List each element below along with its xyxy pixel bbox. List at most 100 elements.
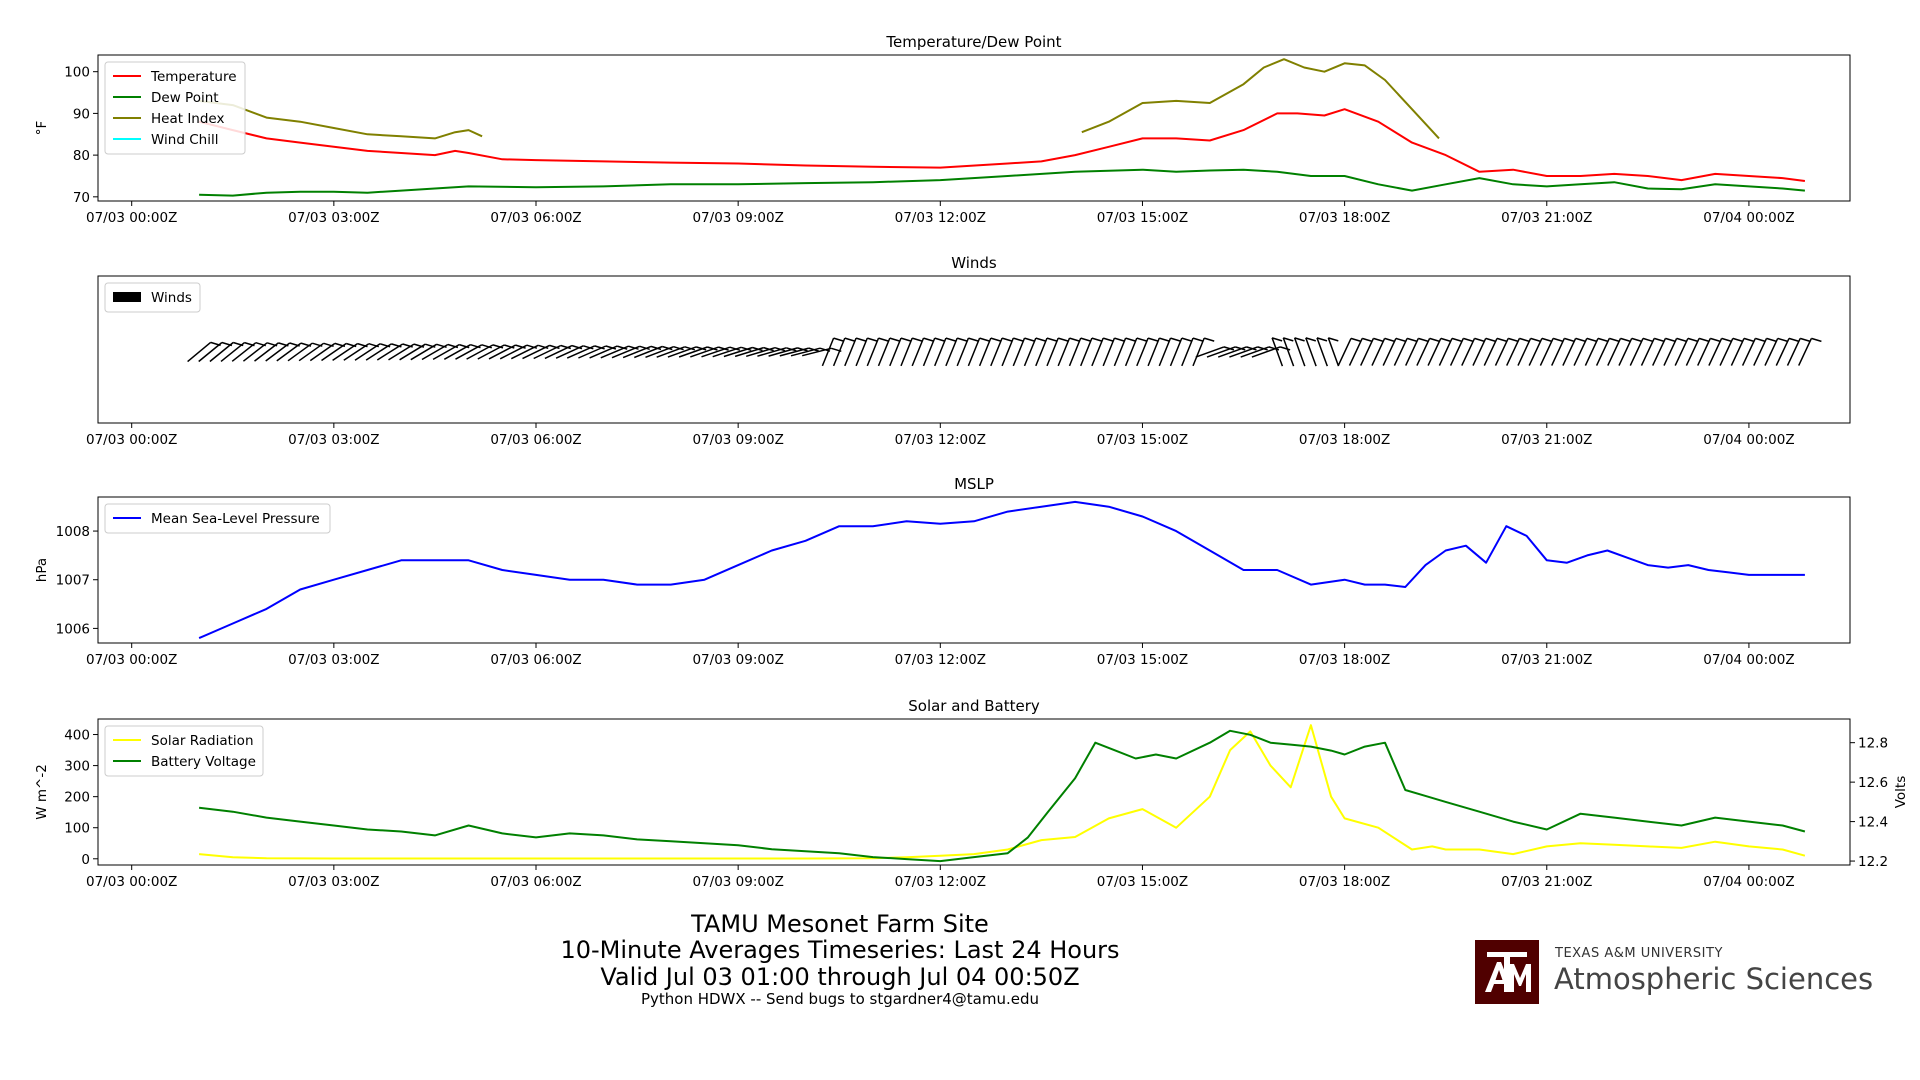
barb-feather [1181,337,1193,342]
y-right-tick-label: 12.2 [1858,854,1888,870]
barb-feather [1687,337,1699,343]
wind-barb [1528,337,1553,366]
barb-staff [768,347,798,357]
wind-barb [477,344,515,360]
y-tick-label: 0 [81,852,90,868]
barb-feather [1451,337,1463,343]
barb-staff [309,342,336,362]
barb-staff [1337,338,1352,366]
wind-barb [1517,337,1541,366]
barb-staff [1708,338,1723,366]
plot-frame [97,54,1851,202]
y-tick-label: 1007 [56,573,90,589]
barb-feather [1069,337,1080,342]
barb-feather [695,346,707,351]
barb-feather [911,337,923,342]
barb-feather [1373,337,1384,343]
barb-feather [1350,337,1362,343]
wind-barb [332,342,368,362]
barb-feather [1609,337,1620,343]
barb-staff [1483,338,1498,366]
wind-barb [978,337,1002,367]
wind-barb [365,343,402,361]
barb-feather [1046,337,1058,342]
x-tick-label: 07/03 15:00Z [1097,874,1188,890]
wind-barb [1573,337,1598,366]
wind-barb [510,344,549,360]
barb-feather [1080,337,1091,342]
barb-staff [734,346,764,358]
wind-barb [1102,337,1125,367]
plot-frame [97,496,1851,644]
wind-barb [1023,337,1047,367]
barb-feather [833,337,844,342]
series-line-temperature [198,108,1806,182]
wind-barb [566,345,605,359]
barb-staff [1113,337,1127,367]
wind-barb [309,342,346,362]
wind-barb [432,343,470,361]
barb-feather [889,337,901,342]
barb-staff [1068,337,1082,367]
legend-swatch [113,292,141,302]
barb-staff [779,347,809,357]
barb-staff [455,344,483,360]
barb-staff [1371,338,1386,366]
wind-barb [678,346,718,358]
wind-barb [701,346,741,358]
wind-barb [231,341,267,362]
wind-barb [1080,337,1103,367]
wind-barb [1494,337,1519,366]
wind-barb [287,342,323,362]
wind-barb [421,343,459,361]
wind-barb [522,344,560,360]
barb-staff [701,346,731,358]
barb-staff [1012,337,1026,367]
barb-staff [877,337,891,367]
barb-staff [421,343,449,361]
barb-staff [634,345,663,359]
wind-barb [198,341,233,363]
wind-barb [723,346,763,358]
x-tick-label: 07/03 12:00Z [895,652,986,668]
barb-feather [1519,337,1530,343]
x-tick-label: 07/03 18:00Z [1299,210,1390,226]
plot-frame [97,718,1851,866]
wind-barb [376,343,413,361]
x-tick-label: 07/03 06:00Z [490,652,581,668]
barb-staff [566,345,595,359]
barb-feather [990,337,1002,342]
x-tick-label: 07/03 21:00Z [1501,432,1592,448]
wind-barb [1562,337,1586,366]
tamu-atmos-logo: TEXAS A&M UNIVERSITY Atmospheric Science… [1475,940,1873,1004]
wind-barb [1719,337,1744,366]
wind-barb [1192,337,1215,367]
barb-staff [522,344,550,360]
barb-staff [678,346,708,358]
wind-barb [1124,337,1148,367]
x-tick-label: 07/03 12:00Z [895,210,986,226]
wind-barb [209,341,244,363]
wind-barb [488,344,526,360]
wind-barb [1195,346,1235,358]
wind-barb [600,345,639,359]
barb-staff [802,347,832,357]
wind-barb [1618,337,1642,366]
barb-feather [956,337,968,342]
barb-feather [571,344,583,350]
wind-barb [832,337,856,367]
barb-staff [410,343,437,361]
wind-barb [1798,337,1822,366]
wind-barb [1293,337,1306,367]
legend-label: Winds [151,290,192,306]
barb-feather [1620,337,1631,343]
wind-barb [1438,337,1463,366]
barb-feather [1057,337,1069,342]
wind-barb [967,337,990,367]
wind-barb [1382,337,1407,366]
barb-staff [1786,338,1801,366]
y-axis-label: W m^-2 [34,764,50,820]
barb-feather [1328,337,1339,342]
wind-barb [1674,337,1699,366]
